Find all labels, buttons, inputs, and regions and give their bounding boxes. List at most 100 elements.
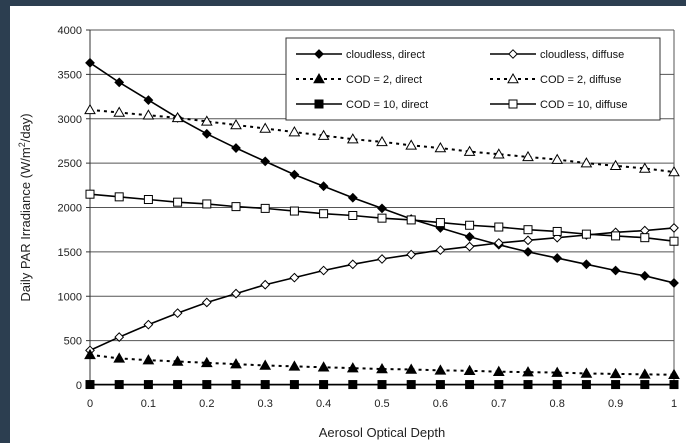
y-tick-label: 2000 bbox=[58, 203, 82, 215]
x-tick-label: 0.3 bbox=[258, 398, 273, 410]
data-point-cod-2-direct bbox=[230, 358, 242, 369]
y-axis-title-prefix: Daily PAR Irradiance (W/m bbox=[18, 147, 33, 301]
data-point-cod-2-direct bbox=[522, 366, 534, 377]
y-tick-label: 500 bbox=[64, 336, 82, 348]
data-point-cod-2-diffuse bbox=[551, 153, 564, 164]
data-point-cloudless-direct bbox=[377, 203, 387, 214]
data-point-cod-2-direct bbox=[346, 362, 359, 373]
data-point-cloudless-direct bbox=[464, 231, 475, 242]
data-point-cod-2-diffuse bbox=[317, 129, 330, 140]
data-point-cod-10-diffuse bbox=[669, 236, 679, 246]
legend-item-cloudless-diffuse: cloudless, diffuse bbox=[490, 49, 624, 61]
data-point-cod-2-diffuse bbox=[376, 135, 388, 147]
x-tick-label: 0.4 bbox=[316, 398, 331, 410]
legend-label: COD = 10, diffuse bbox=[540, 99, 628, 111]
x-tick-label: 0.2 bbox=[199, 398, 214, 410]
data-point-cod-10-diffuse bbox=[523, 225, 533, 235]
data-point-cod-10-direct bbox=[406, 380, 416, 390]
data-point-cod-10-direct bbox=[669, 380, 679, 390]
data-point-cod-10-direct bbox=[85, 380, 95, 390]
data-point-cod-10-direct bbox=[465, 380, 475, 390]
data-point-cod-2-direct bbox=[259, 359, 272, 370]
data-point-cod-10-direct bbox=[319, 380, 329, 390]
x-tick-label: 0.6 bbox=[433, 398, 448, 410]
legend-label: COD = 2, diffuse bbox=[540, 74, 621, 86]
data-point-cod-2-diffuse bbox=[288, 126, 301, 137]
data-point-cod-10-direct bbox=[581, 380, 591, 390]
data-point-cod-10-direct bbox=[260, 380, 270, 390]
data-point-cod-10-direct bbox=[611, 380, 621, 390]
data-point-cloudless-direct bbox=[143, 95, 154, 106]
data-point-cloudless-direct bbox=[85, 57, 95, 68]
data-point-cod-2-direct bbox=[113, 352, 126, 363]
data-point-cloudless-direct bbox=[201, 128, 212, 139]
series-cloudless-diffuse bbox=[85, 223, 679, 356]
data-point-cod-2-direct bbox=[463, 364, 476, 376]
data-point-cod-2-diffuse bbox=[230, 118, 242, 130]
data-point-cloudless-diffuse bbox=[377, 254, 387, 264]
series-cod-10-direct bbox=[85, 380, 679, 390]
data-point-cloudless-diffuse bbox=[172, 308, 183, 319]
data-point-cloudless-diffuse bbox=[231, 288, 241, 299]
legend-box bbox=[285, 37, 661, 121]
data-point-cod-2-direct bbox=[84, 348, 96, 360]
data-point-cloudless-direct bbox=[581, 259, 592, 270]
data-point-cod-10-direct bbox=[114, 380, 124, 390]
legend-item-cod-10-direct: COD = 10, direct bbox=[296, 99, 428, 111]
x-tick-label: 0.5 bbox=[374, 398, 389, 410]
data-point-cod-10-direct bbox=[640, 380, 650, 390]
y-tick-label: 1500 bbox=[58, 247, 82, 259]
legend-label: COD = 2, direct bbox=[346, 74, 422, 86]
data-point-cod-2-diffuse bbox=[463, 145, 476, 156]
legend-item-cod-2-direct: COD = 2, direct bbox=[296, 72, 422, 86]
data-point-cod-2-direct bbox=[200, 356, 213, 368]
data-point-cloudless-diffuse bbox=[552, 232, 563, 243]
data-point-cloudless-diffuse bbox=[318, 265, 329, 276]
data-point-cod-10-direct bbox=[523, 380, 533, 390]
data-point-cloudless-direct bbox=[114, 77, 125, 88]
data-point-cod-2-diffuse bbox=[200, 115, 213, 126]
series-cod-10-diffuse bbox=[85, 189, 679, 246]
data-point-cod-10-diffuse bbox=[143, 195, 153, 205]
x-tick-label: 0.7 bbox=[491, 398, 506, 410]
data-point-cod-2-direct bbox=[405, 363, 418, 374]
chart-frame: 0 500 1000 1500 2000 2500 3000 3500 4000 0 0.1 0.2 0… bbox=[10, 6, 686, 443]
data-point-cod-10-direct bbox=[231, 380, 241, 390]
data-point-cod-10-diffuse bbox=[114, 192, 124, 202]
data-point-cloudless-diffuse bbox=[289, 272, 300, 283]
data-point-cod-2-direct bbox=[317, 361, 330, 372]
data-point-cod-2-direct bbox=[288, 360, 301, 371]
data-point-cloudless-diffuse bbox=[523, 235, 533, 246]
data-point-cod-2-diffuse bbox=[171, 111, 184, 123]
legend: cloudless, direct cloudless, diffuse COD =… bbox=[285, 37, 661, 121]
data-point-cod-10-diffuse bbox=[173, 197, 183, 207]
data-point-cod-10-direct bbox=[289, 380, 299, 390]
series-line-cloudless-diffuse bbox=[89, 227, 675, 352]
data-point-cloudless-diffuse bbox=[260, 279, 271, 290]
y-tick-label: 1000 bbox=[58, 291, 82, 303]
data-point-cod-10-diffuse bbox=[202, 199, 212, 209]
legend-label: cloudless, diffuse bbox=[540, 49, 624, 61]
data-point-cod-2-direct bbox=[551, 366, 564, 377]
data-point-cod-2-direct bbox=[668, 368, 680, 380]
data-point-cod-10-direct bbox=[552, 380, 562, 390]
legend-swatch-marker bbox=[508, 99, 518, 109]
data-point-cod-10-diffuse bbox=[611, 231, 621, 241]
x-tick-label: 0.8 bbox=[550, 398, 565, 410]
data-point-cod-2-diffuse bbox=[522, 150, 534, 162]
data-point-cod-10-diffuse bbox=[640, 233, 650, 243]
data-point-cloudless-diffuse bbox=[347, 259, 358, 270]
tick-labels: 0 500 1000 1500 2000 2500 3000 3500 4000 0 0.1 0.2 0… bbox=[58, 25, 678, 410]
x-tick-label: 0.1 bbox=[141, 398, 156, 410]
legend-item-cod-2-diffuse: COD = 2, diffuse bbox=[490, 72, 621, 86]
data-point-cod-10-direct bbox=[143, 380, 153, 390]
y-tick-label: 4000 bbox=[58, 25, 82, 37]
data-point-cod-2-direct bbox=[376, 363, 388, 374]
data-point-cloudless-diffuse bbox=[406, 249, 417, 260]
data-point-cloudless-diffuse bbox=[435, 245, 446, 256]
data-point-cod-2-diffuse bbox=[142, 109, 155, 120]
data-point-cod-2-diffuse bbox=[346, 133, 359, 144]
data-point-cod-10-diffuse bbox=[552, 226, 562, 236]
y-tick-label: 3000 bbox=[58, 114, 82, 126]
data-point-cloudless-direct bbox=[260, 156, 271, 167]
